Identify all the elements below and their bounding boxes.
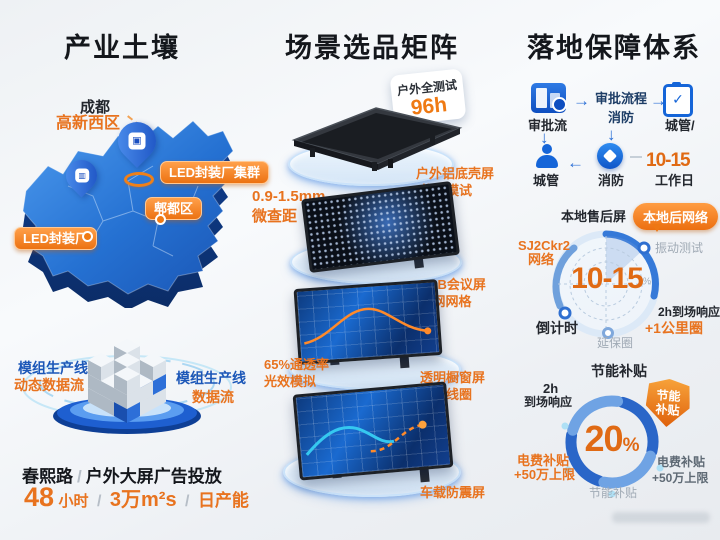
p3-left-line2: 光效模拟 xyxy=(264,373,317,389)
donut-left-sub1: 电费补贴 xyxy=(517,453,570,468)
arrow-right-icon: → xyxy=(650,91,667,110)
arrow-down-icon: ↓ xyxy=(607,125,616,144)
stats-daily: 日产能 xyxy=(197,491,249,510)
p4-label: 车载防震屏 xyxy=(420,485,486,500)
middle-column-title: 场景选品矩阵 xyxy=(285,33,459,63)
separator: / xyxy=(77,467,82,486)
separator: / xyxy=(96,493,102,510)
fire-diamond-icon xyxy=(597,143,623,169)
radar-radius-label: +1公里圈 xyxy=(645,320,703,336)
stats-line-1: 春熙路 / 户外大屏广告投放 xyxy=(22,462,222,487)
cube-right-pointer xyxy=(192,374,206,376)
cube-left-label-1: 模组生产线 xyxy=(18,360,88,376)
p1-right-line1: 户外铝底壳屏 xyxy=(416,166,495,181)
right-column-title: 落地保障体系 xyxy=(527,33,701,63)
product-transparent-screen xyxy=(293,279,443,365)
pin-base-ring xyxy=(124,172,154,187)
flow-approval-label: 审批流 xyxy=(528,118,568,133)
person-icon xyxy=(535,144,559,168)
donut-right-sub2: +50万上限 xyxy=(652,470,709,485)
donut-center-value: 20% xyxy=(576,418,648,460)
product-vehicle-screen xyxy=(292,381,454,481)
city-label: 成都 xyxy=(80,99,111,116)
cube-right-label-1: 模组生产线 xyxy=(176,370,246,386)
donut-center-pct: % xyxy=(622,435,640,456)
connector-dash xyxy=(630,156,642,158)
module-cube-stack xyxy=(22,339,232,434)
flow-mid-text: 审批流程 消防 xyxy=(592,88,650,126)
pill-led-cluster: LED封装厂集群 xyxy=(160,161,270,184)
flow-clipboard-label: 城管/ xyxy=(665,118,695,133)
radar-left-line1: SJ2Ckr2 xyxy=(518,238,571,253)
factory-anchor-dot xyxy=(84,233,91,240)
radar-right-top-label: 振动测试 xyxy=(655,241,704,255)
pill-led-factory: LED封装厂 xyxy=(14,227,98,250)
stats-area: 3万m²s xyxy=(109,489,177,511)
flow-fire-label: 消防 xyxy=(598,173,625,188)
donut-center-num: 20 xyxy=(584,418,624,459)
pin-building-glyph: ▥ xyxy=(77,171,86,180)
stats-outdoor: 户外大屏广告投放 xyxy=(85,467,222,486)
stats-hours-num: 48 xyxy=(24,482,55,512)
donut-2h-label: 2h xyxy=(543,381,559,396)
arrow-left-icon: ← xyxy=(567,153,584,172)
screen4-curves xyxy=(305,420,427,456)
flow-days-unit: 工作日 xyxy=(655,173,695,188)
separator: / xyxy=(185,493,190,510)
product-outdoor-cabinet xyxy=(291,107,463,171)
flow-days-number: 10-15 xyxy=(646,150,691,171)
screen3-curve xyxy=(304,307,432,345)
radar-countdown-label: 倒计时 xyxy=(536,320,578,336)
p2-right-line2: 网网格 xyxy=(432,293,472,309)
radar-center-value: 10-15 xyxy=(571,262,644,295)
p3-right-line1: 透明橱窗屏 xyxy=(420,370,486,385)
left-column-title: 产业土壤 xyxy=(64,33,180,63)
donut-title: 节能补贴 xyxy=(591,363,647,379)
donut-right-labels: 电费补贴 +50万上限 xyxy=(652,455,708,486)
donut-chart xyxy=(561,395,664,498)
radar-left-line2: 网络 xyxy=(528,252,555,267)
donut-response-label: 到场响应 xyxy=(524,395,573,409)
stats-road: 春熙路 xyxy=(22,467,73,486)
donut-bottom-label: 节能补贴 xyxy=(589,486,638,500)
arrow-down-icon: ↓ xyxy=(540,128,549,147)
p3-label-left: 65%通透率 光效模拟 xyxy=(264,357,329,391)
flow-person-label: 城管 xyxy=(533,173,560,188)
pidu-anchor-dot xyxy=(157,216,164,223)
flow-mid-line1: 审批流程 xyxy=(594,91,647,106)
radar-bottom-label: 延保圈 xyxy=(597,336,634,350)
clipboard-icon: ✓ xyxy=(663,82,693,117)
watermark xyxy=(612,512,710,523)
flow-mid-line2: 消防 xyxy=(607,110,634,125)
radar-top-label: 本地售后屏 xyxy=(561,209,627,224)
radar-chart xyxy=(552,230,660,339)
radar-badge-tail xyxy=(652,224,662,232)
radar-response-label: 2h到场响应 xyxy=(658,305,720,319)
pin-factory-glyph: ▣ xyxy=(132,135,142,147)
cube-right-label-2: 数据流 xyxy=(192,389,234,405)
donut-left-sub2: +50万上限 xyxy=(514,467,576,482)
stats-hours-unit: 小时 xyxy=(58,493,89,510)
cube-left-label-2: 动态数据流 xyxy=(14,377,84,393)
building-search-icon xyxy=(531,83,567,113)
p1-left-line2: 微查距 xyxy=(252,207,298,225)
stats-line-2: 48 小时 / 3万m²s / 日产能 xyxy=(24,482,249,513)
arrow-right-icon: → xyxy=(573,91,590,110)
radar-badge: 本地后网络 xyxy=(633,203,719,230)
p3-left-line1: 65%通透率 xyxy=(264,357,330,372)
donut-right-sub1: 电费补贴 xyxy=(657,455,706,469)
district-label: 高新西区 xyxy=(56,115,121,132)
pill-pidu-district: 郫都区 xyxy=(145,197,203,220)
radar-center-suffix: % xyxy=(643,276,652,286)
